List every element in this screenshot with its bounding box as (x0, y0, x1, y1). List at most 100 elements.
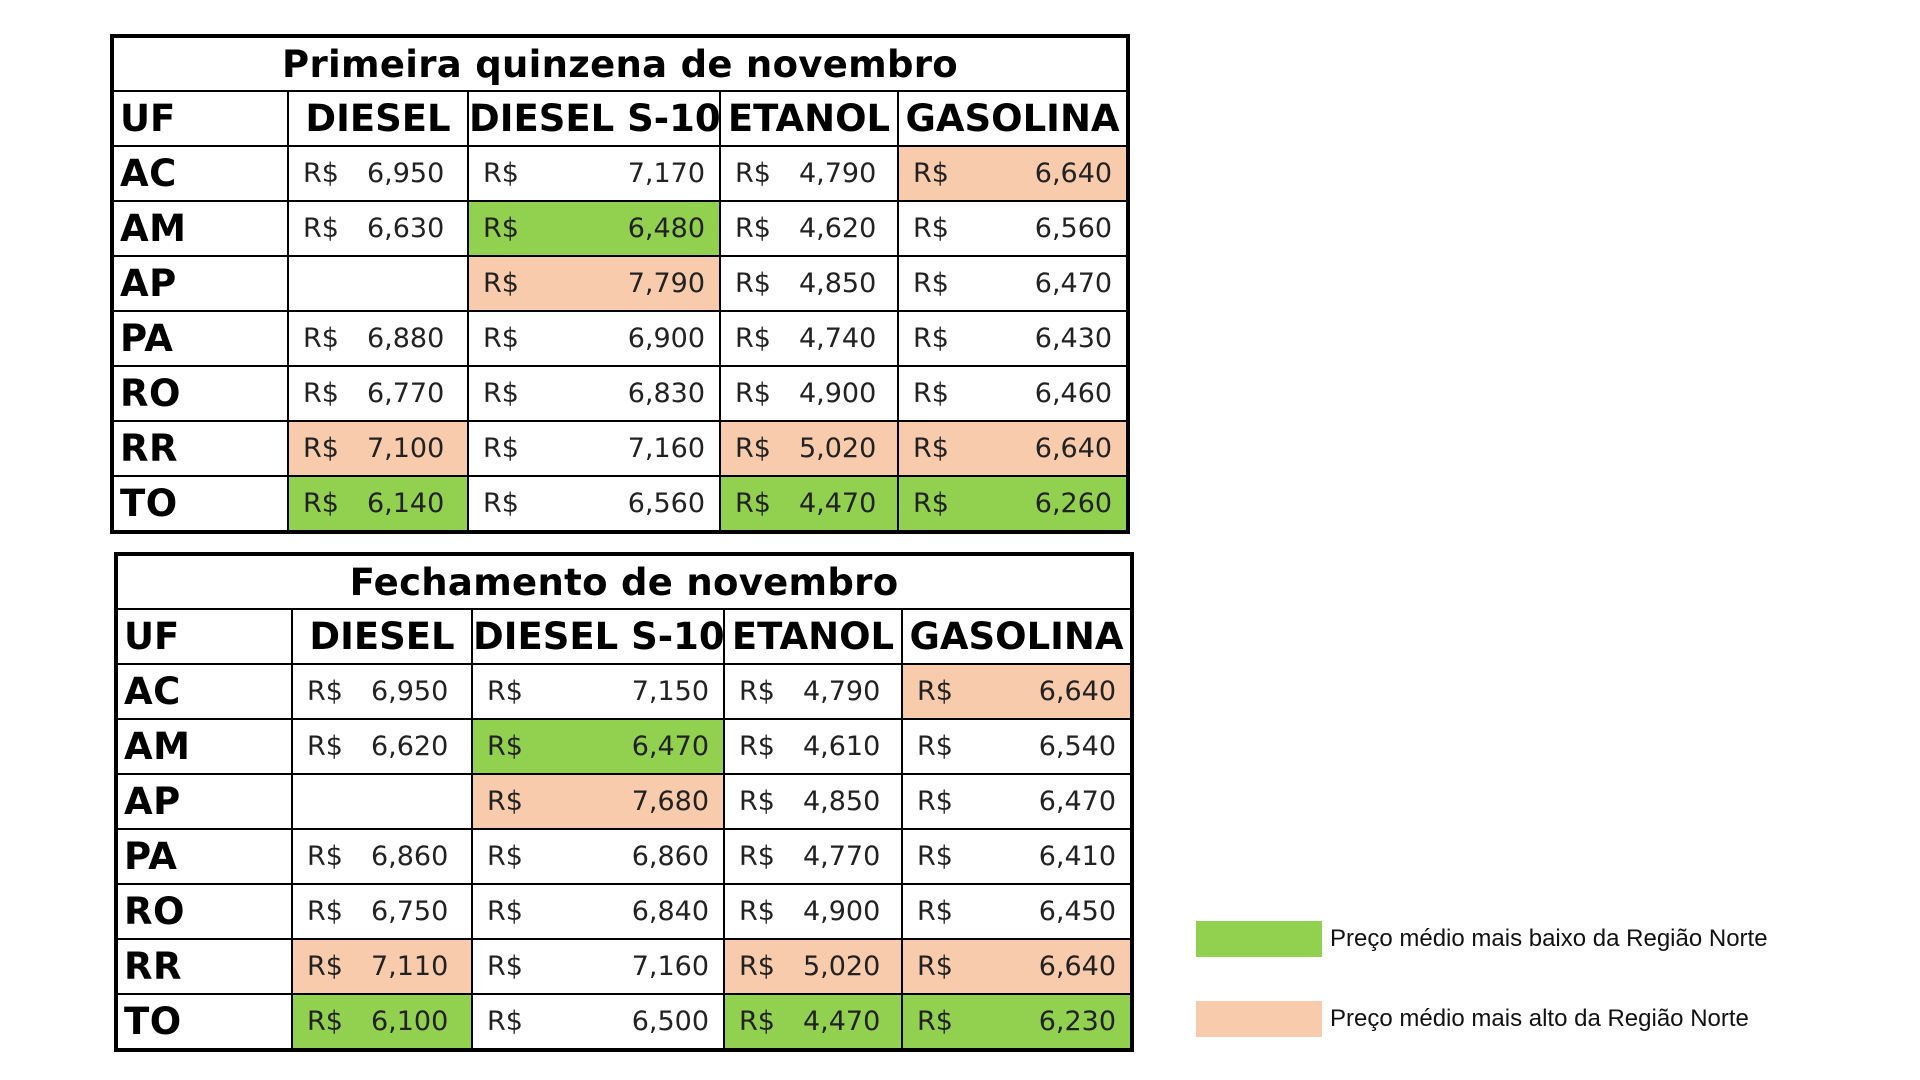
currency-symbol: R$ (487, 786, 523, 817)
price-value: 6,640 (1034, 158, 1113, 189)
table-row: TO R$ 6,100 R$ 6,500 R$ 4,470 R$ 6,230 (115, 993, 1134, 1051)
price-value: 6,470 (631, 731, 709, 762)
currency-symbol: R$ (917, 786, 953, 817)
uf-cell: RR (111, 420, 289, 477)
price-cell-gasolina: R$ 6,410 (900, 828, 1134, 885)
uf-cell: AM (115, 718, 293, 775)
price-cell-gasolina: R$ 6,460 (896, 365, 1130, 422)
price-value: 7,160 (627, 433, 705, 464)
price-value: 4,900 (798, 378, 877, 409)
price-value: 6,880 (366, 323, 445, 354)
uf-cell: PA (111, 310, 289, 367)
price-value: 6,830 (627, 378, 705, 409)
price-value: 6,470 (1034, 268, 1113, 299)
table-row: RR R$ 7,100 R$ 7,160 R$ 5,020 R$ 6,640 (111, 420, 1130, 477)
legend-swatch-orange (1196, 1001, 1322, 1037)
price-cell-s10: R$ 6,840 (471, 883, 725, 940)
price-cell-etanol: R$ 4,740 (719, 310, 899, 367)
price-cell-diesel: R$ 6,950 (287, 145, 469, 202)
price-cell-diesel: R$ 6,880 (287, 310, 469, 367)
price-cell-s10: R$ 7,680 (471, 773, 725, 830)
price-value: 4,850 (802, 786, 881, 817)
price-value: 6,640 (1034, 433, 1113, 464)
price-value: 6,560 (1034, 213, 1113, 244)
currency-symbol: R$ (307, 841, 343, 872)
price-cell-gasolina: R$ 6,640 (896, 420, 1130, 477)
legend-lowest-price: Preço médio mais baixo da Região Norte (1196, 921, 1768, 957)
table-row: AC R$ 6,950 R$ 7,150 R$ 4,790 R$ 6,640 (115, 663, 1134, 720)
currency-symbol: R$ (739, 676, 775, 707)
price-value: 4,610 (802, 731, 881, 762)
column-header-gasolina: GASOLINA (900, 608, 1134, 665)
price-value: 4,900 (802, 896, 881, 927)
table-row: TO R$ 6,140 R$ 6,560 R$ 4,470 R$ 6,260 (111, 475, 1130, 533)
column-header-etanol: ETANOL (719, 90, 899, 147)
table-title: Primeira quinzena de novembro (110, 35, 1130, 92)
price-cell-gasolina: R$ 6,450 (900, 883, 1134, 940)
price-value: 6,950 (370, 676, 449, 707)
price-cell-diesel: R$ 6,100 (291, 993, 473, 1051)
table-title: Fechamento de novembro (114, 553, 1134, 610)
currency-symbol: R$ (739, 896, 775, 927)
column-header-diesel: DIESEL (287, 90, 469, 147)
price-value: 6,620 (370, 731, 449, 762)
currency-symbol: R$ (739, 1006, 775, 1037)
currency-symbol: R$ (913, 488, 949, 519)
price-table-month-close: Fechamento de novembro UF DIESEL DIESEL … (114, 552, 1135, 1052)
currency-symbol: R$ (487, 896, 523, 927)
legend-label-highest: Preço médio mais alto da Região Norte (1330, 1005, 1749, 1032)
price-value: 5,020 (798, 433, 877, 464)
price-value: 5,020 (802, 951, 881, 982)
price-cell-s10: R$ 7,160 (467, 420, 721, 477)
currency-symbol: R$ (917, 676, 953, 707)
price-cell-etanol: R$ 4,770 (723, 828, 903, 885)
uf-cell: AC (115, 663, 293, 720)
price-cell-gasolina: R$ 6,260 (896, 475, 1130, 533)
uf-cell: TO (115, 993, 293, 1051)
price-value: 7,680 (631, 786, 709, 817)
price-cell-gasolina: R$ 6,560 (896, 200, 1130, 257)
uf-cell: AM (111, 200, 289, 257)
currency-symbol: R$ (487, 1006, 523, 1037)
currency-symbol: R$ (487, 731, 523, 762)
price-cell-s10: R$ 6,560 (467, 475, 721, 533)
price-value: 7,790 (627, 268, 705, 299)
price-cell-etanol: R$ 4,470 (719, 475, 899, 533)
price-cell-diesel (291, 773, 473, 830)
price-cell-etanol: R$ 4,850 (723, 773, 903, 830)
currency-symbol: R$ (913, 213, 949, 244)
currency-symbol: R$ (487, 676, 523, 707)
currency-symbol: R$ (735, 323, 771, 354)
price-cell-etanol: R$ 5,020 (723, 938, 903, 995)
price-value: 4,740 (798, 323, 877, 354)
currency-symbol: R$ (303, 158, 339, 189)
price-cell-diesel: R$ 6,950 (291, 663, 473, 720)
currency-symbol: R$ (917, 731, 953, 762)
price-cell-s10: R$ 6,470 (471, 718, 725, 775)
table-row: AP R$ 7,790 R$ 4,850 R$ 6,470 (111, 255, 1130, 312)
legend-highest-price: Preço médio mais alto da Região Norte (1196, 1001, 1749, 1037)
price-value: 6,840 (631, 896, 709, 927)
price-cell-s10: R$ 6,480 (467, 200, 721, 257)
price-value: 6,450 (1038, 896, 1117, 927)
price-value: 6,770 (366, 378, 445, 409)
currency-symbol: R$ (483, 433, 519, 464)
table-row: AC R$ 6,950 R$ 7,170 R$ 4,790 R$ 6,640 (111, 145, 1130, 202)
price-cell-diesel: R$ 6,860 (291, 828, 473, 885)
column-header-gasolina: GASOLINA (896, 90, 1130, 147)
table-row: RR R$ 7,110 R$ 7,160 R$ 5,020 R$ 6,640 (115, 938, 1134, 995)
uf-cell: PA (115, 828, 293, 885)
uf-cell: AP (115, 773, 293, 830)
price-value: 7,170 (627, 158, 705, 189)
currency-symbol: R$ (307, 676, 343, 707)
price-cell-etanol: R$ 4,470 (723, 993, 903, 1051)
price-cell-etanol: R$ 4,790 (723, 663, 903, 720)
table-row: RO R$ 6,750 R$ 6,840 R$ 4,900 R$ 6,450 (115, 883, 1134, 940)
price-cell-etanol: R$ 4,610 (723, 718, 903, 775)
currency-symbol: R$ (735, 213, 771, 244)
price-cell-etanol: R$ 4,620 (719, 200, 899, 257)
price-cell-diesel: R$ 6,140 (287, 475, 469, 533)
price-value: 7,160 (631, 951, 709, 982)
currency-symbol: R$ (913, 158, 949, 189)
price-value: 4,790 (802, 676, 881, 707)
